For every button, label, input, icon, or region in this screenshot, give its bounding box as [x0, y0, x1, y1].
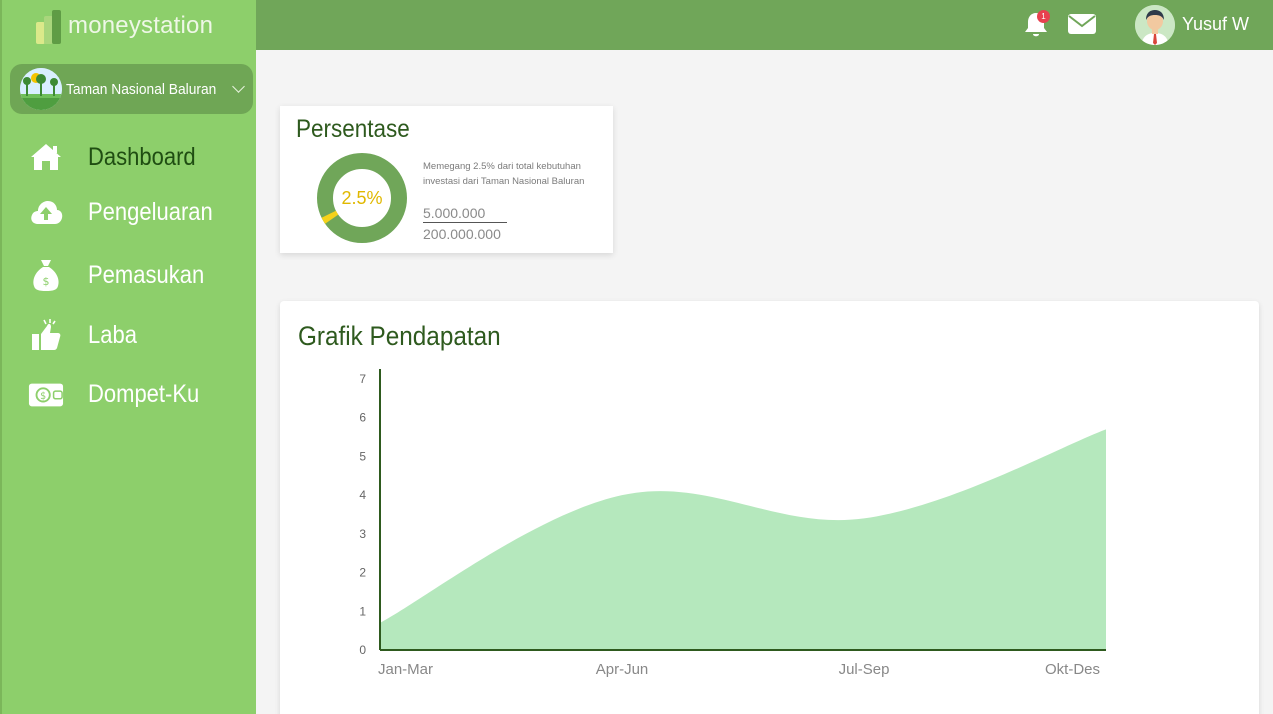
- donut-track: [317, 153, 407, 243]
- sidebar-item-pemasukan[interactable]: $ Pemasukan: [28, 257, 220, 293]
- notification-bell-icon[interactable]: 1: [1023, 10, 1051, 40]
- sidebar-item-dashboard[interactable]: Dashboard: [28, 139, 210, 175]
- y-tick-label: 4: [359, 488, 366, 502]
- cloud-upload-icon: [28, 194, 64, 230]
- percentage-donut: 2.5%: [317, 153, 407, 243]
- income-chart-card: Grafik Pendapatan 0 1 2 3 4 5 6 7 Jan-Mar Apr-Jun…: [280, 301, 1259, 714]
- x-tick-label: Apr-Jun: [596, 661, 649, 678]
- y-tick-label: 3: [359, 527, 366, 541]
- sidebar-item-label: Pemasukan: [88, 260, 205, 289]
- sidebar-item-dompet-ku[interactable]: $ Dompet-Ku: [28, 376, 214, 412]
- sidebar-item-label: Dashboard: [88, 142, 196, 171]
- sidebar-item-label: Pengeluaran: [88, 197, 213, 226]
- sidebar-item-pengeluaran[interactable]: Pengeluaran: [28, 194, 230, 230]
- wallet-icon: $: [28, 376, 64, 412]
- y-tick-label: 5: [359, 449, 366, 463]
- user-name[interactable]: Yusuf W: [1182, 14, 1250, 34]
- money-bag-icon: $: [28, 257, 64, 293]
- app-logo[interactable]: moneystation: [36, 6, 213, 46]
- sidebar-item-laba[interactable]: Laba: [28, 317, 144, 353]
- donut-percent-label: 2.5%: [341, 188, 382, 208]
- park-name: Taman Nasional Baluran: [66, 80, 217, 98]
- percentage-description: Memegang 2.5% dari total kebutuhan inves…: [423, 161, 585, 187]
- x-tick-label: Okt-Des: [1045, 661, 1100, 678]
- percentage-card: Persentase 2.5% Memegang 2.5% dari total…: [280, 106, 613, 253]
- y-tick-label: 1: [359, 604, 366, 618]
- donut-value-arc: [317, 153, 407, 243]
- income-area-chart: 0 1 2 3 4 5 6 7 Jan-Mar Apr-Jun Jul-Sep Okt-Des: [359, 369, 1106, 678]
- sidebar-item-label: Laba: [88, 320, 137, 349]
- sidebar: moneystation Taman Nasional Baluran: [0, 0, 256, 714]
- svg-text:$: $: [40, 391, 46, 402]
- y-tick-label: 2: [359, 566, 366, 580]
- user-avatar[interactable]: [1135, 5, 1175, 45]
- home-icon: [28, 139, 64, 175]
- notification-badge: 1: [1037, 10, 1050, 23]
- amount-held: 5.000.000: [423, 205, 508, 223]
- thumbs-up-icon: [28, 317, 64, 353]
- y-tick-label: 6: [359, 411, 366, 425]
- y-tick-label: 0: [359, 643, 366, 657]
- chart-title: Grafik Pendapatan: [298, 321, 501, 351]
- sidebar-item-label: Dompet-Ku: [88, 379, 200, 408]
- logo-icon: [36, 8, 62, 44]
- topbar: 1 Yusuf W: [256, 0, 1273, 50]
- mail-icon[interactable]: [1067, 12, 1097, 38]
- logo-text: moneystation: [68, 12, 214, 39]
- card-title: Persentase: [296, 115, 410, 143]
- income-area-series: [380, 429, 1106, 650]
- amount-total: 200.000.000: [423, 226, 501, 242]
- svg-text:$: $: [43, 275, 50, 288]
- chevron-down-icon: [232, 80, 245, 93]
- y-tick-label: 7: [359, 372, 366, 386]
- x-tick-label: Jan-Mar: [378, 661, 433, 678]
- park-avatar: [20, 68, 62, 110]
- x-tick-label: Jul-Sep: [839, 661, 890, 678]
- park-selector[interactable]: Taman Nasional Baluran: [10, 64, 253, 114]
